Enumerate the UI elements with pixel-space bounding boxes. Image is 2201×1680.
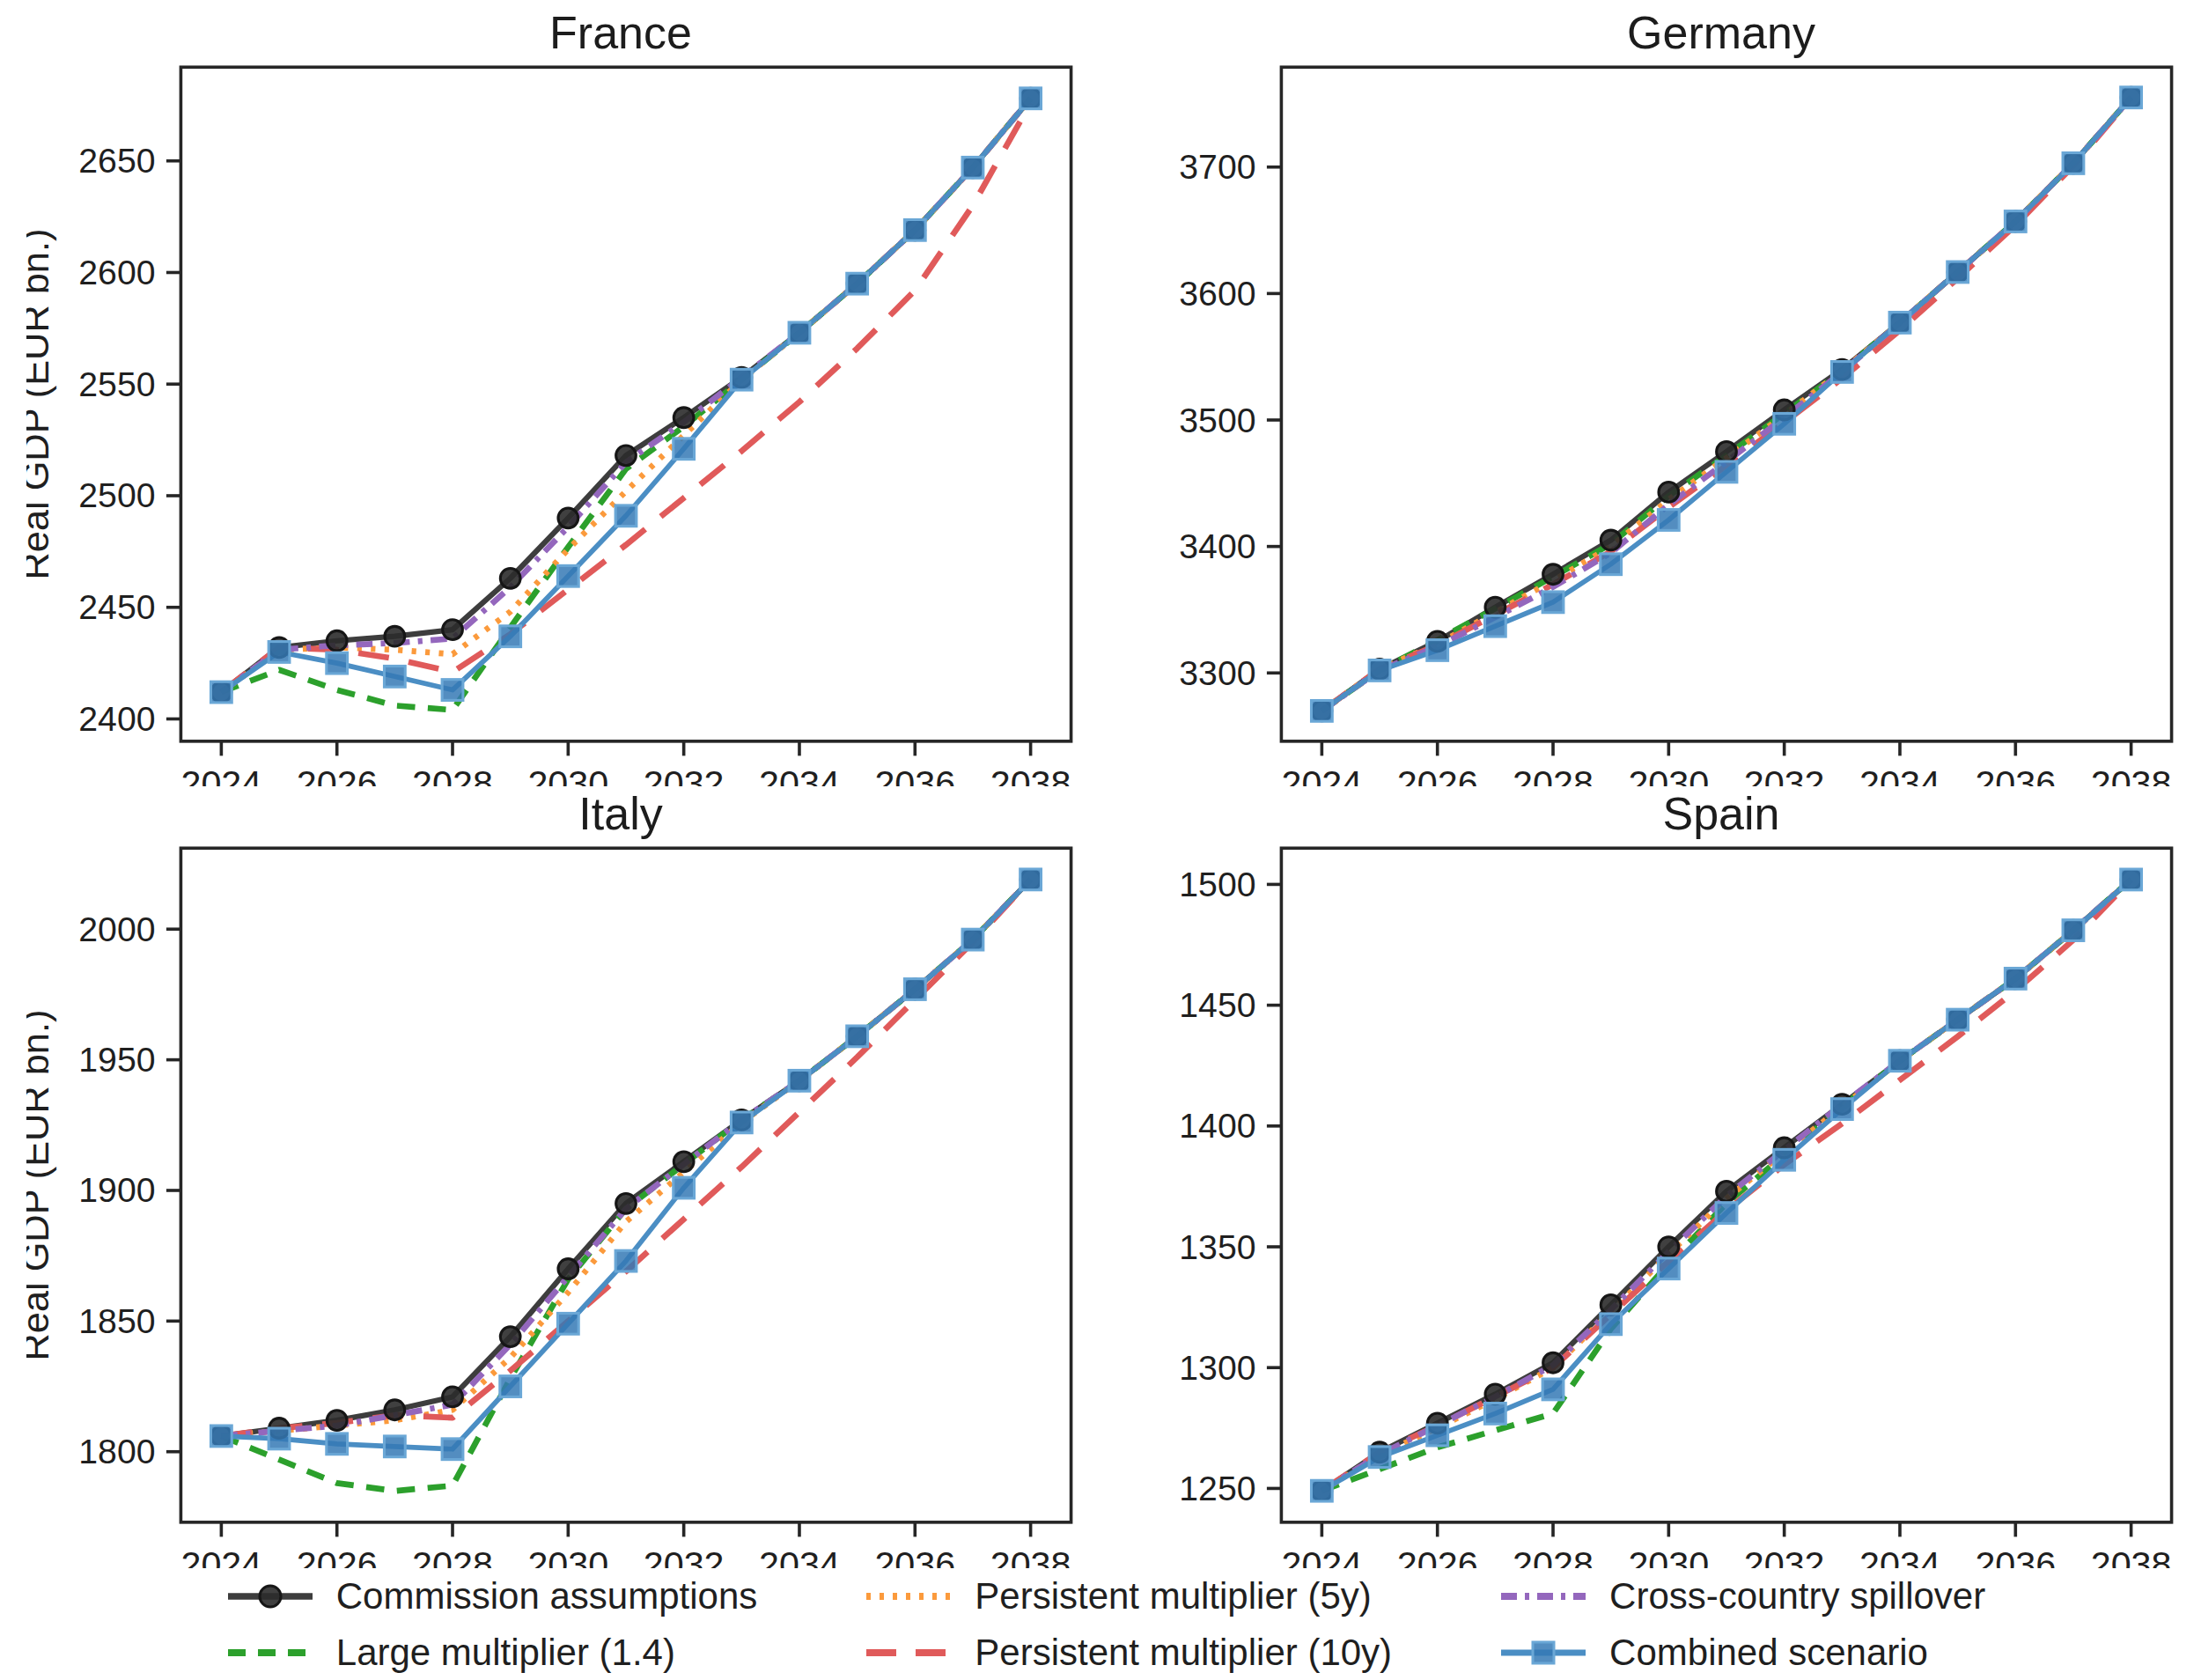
svg-text:2024: 2024: [180, 1544, 261, 1568]
panel-france: France 240024502500255026002650202420262…: [26, 5, 1083, 786]
panel-title-france: France: [26, 5, 1083, 60]
svg-text:2400: 2400: [78, 700, 155, 738]
svg-text:2030: 2030: [527, 763, 608, 787]
panel-spain: Spain 1250 1300 1350 1400 1450 1500 2024 2026 20…: [1127, 786, 2183, 1567]
svg-text:2038: 2038: [990, 763, 1071, 787]
legend-label-commission: Commission assumptions: [336, 1575, 758, 1617]
svg-text:1450: 1450: [1179, 987, 1255, 1025]
svg-text:2028: 2028: [412, 763, 493, 787]
svg-text:1500: 1500: [1179, 866, 1255, 903]
legend-swatch-commission-icon: [225, 1577, 317, 1616]
svg-text:2550: 2550: [78, 365, 155, 403]
svg-text:Real GDP (EUR bn.): Real GDP (EUR bn.): [26, 1010, 56, 1361]
svg-text:2000: 2000: [78, 910, 155, 948]
legend-item-persistent5: Persistent multiplier (5y): [863, 1575, 1392, 1617]
panel-title-germany: Germany: [1127, 5, 2183, 60]
legend-label-spillover: Cross-country spillover: [1609, 1575, 1985, 1617]
svg-text:3600: 3600: [1179, 275, 1255, 313]
svg-text:3400: 3400: [1179, 527, 1255, 565]
svg-text:2600: 2600: [78, 254, 155, 291]
legend-item-spillover: Cross-country spillover: [1498, 1575, 1985, 1617]
chart-germany: 3300 3400 3500 3600 3700 2024 2026 2028 2030 2032…: [1127, 60, 2183, 786]
svg-text:2028: 2028: [412, 1544, 493, 1568]
svg-text:1350: 1350: [1179, 1228, 1255, 1266]
legend-swatch-spillover-icon: [1498, 1577, 1590, 1616]
legend-item-persistent10: Persistent multiplier (10y): [863, 1632, 1392, 1674]
legend-item-commission: Commission assumptions: [225, 1575, 758, 1617]
svg-text:2036: 2036: [874, 1544, 955, 1568]
svg-text:1300: 1300: [1179, 1349, 1255, 1387]
svg-text:2030: 2030: [1628, 1544, 1709, 1568]
svg-text:2026: 2026: [297, 1544, 378, 1568]
legend-item-large: Large multiplier (1.4): [225, 1632, 758, 1674]
svg-text:2038: 2038: [990, 1544, 1071, 1568]
svg-text:2026: 2026: [1397, 763, 1478, 787]
svg-text:1950: 1950: [78, 1042, 155, 1079]
svg-text:2500: 2500: [78, 476, 155, 514]
svg-text:2032: 2032: [1744, 1544, 1825, 1568]
panel-italy: Italy 1800 1850 1900 1950 2000 2024 2026 2028 20…: [26, 786, 1083, 1567]
legend: Commission assumptions Persistent multip…: [26, 1575, 2183, 1674]
svg-text:2034: 2034: [1859, 1544, 1940, 1568]
svg-text:2024: 2024: [1281, 763, 1362, 787]
legend-swatch-persistent10-icon: [863, 1633, 955, 1672]
svg-text:2032: 2032: [644, 763, 725, 787]
svg-text:2038: 2038: [2091, 1544, 2172, 1568]
svg-text:3700: 3700: [1179, 148, 1255, 186]
svg-text:3500: 3500: [1179, 402, 1255, 439]
svg-text:2650: 2650: [78, 142, 155, 180]
chart-spain: 1250 1300 1350 1400 1450 1500 2024 2026 2028 2030…: [1127, 841, 2183, 1567]
legend-label-large: Large multiplier (1.4): [336, 1632, 675, 1674]
legend-label-persistent10: Persistent multiplier (10y): [975, 1632, 1392, 1674]
panel-germany: Germany 3300 3400 3500 3600 3700 2024 2026 2028…: [1127, 5, 2183, 786]
svg-text:1850: 1850: [78, 1302, 155, 1340]
panel-title-spain: Spain: [1127, 786, 2183, 841]
svg-text:2034: 2034: [759, 763, 840, 787]
chart-france: 2400 2450 2500 2550 2600 2650 2024 2026 2028 2030…: [26, 60, 1083, 786]
svg-text:2032: 2032: [644, 1544, 725, 1568]
svg-text:2028: 2028: [1513, 1544, 1594, 1568]
svg-text:3300: 3300: [1179, 654, 1255, 692]
svg-text:2024: 2024: [1281, 1544, 1362, 1568]
svg-text:2036: 2036: [1975, 1544, 2056, 1568]
legend-label-combined: Combined scenario: [1609, 1632, 1928, 1674]
legend-label-persistent5: Persistent multiplier (5y): [975, 1575, 1371, 1617]
svg-text:Real GDP (EUR bn.): Real GDP (EUR bn.): [26, 229, 56, 580]
legend-swatch-combined-icon: [1498, 1633, 1590, 1672]
svg-text:1250: 1250: [1179, 1470, 1255, 1507]
svg-text:2036: 2036: [1975, 763, 2056, 787]
svg-text:2450: 2450: [78, 588, 155, 626]
legend-swatch-persistent5-icon: [863, 1577, 955, 1616]
gdp-scenarios-figure: France 240024502500255026002650202420262…: [0, 0, 2201, 1674]
svg-text:2024: 2024: [180, 763, 261, 787]
svg-text:1900: 1900: [78, 1172, 155, 1210]
svg-text:2026: 2026: [297, 763, 378, 787]
legend-swatch-large-icon: [225, 1633, 317, 1672]
chart-italy: 1800 1850 1900 1950 2000 2024 2026 2028 2030 2032…: [26, 841, 1083, 1567]
svg-text:2028: 2028: [1513, 763, 1594, 787]
svg-text:1400: 1400: [1179, 1108, 1255, 1146]
legend-item-combined: Combined scenario: [1498, 1632, 1985, 1674]
svg-text:2038: 2038: [2091, 763, 2172, 787]
panel-title-italy: Italy: [26, 786, 1083, 841]
svg-text:2030: 2030: [527, 1544, 608, 1568]
svg-text:1800: 1800: [78, 1433, 155, 1471]
svg-text:2030: 2030: [1628, 763, 1709, 787]
svg-text:2034: 2034: [759, 1544, 840, 1568]
svg-text:2026: 2026: [1397, 1544, 1478, 1568]
svg-text:2034: 2034: [1859, 763, 1940, 787]
svg-text:2036: 2036: [874, 763, 955, 787]
svg-text:2032: 2032: [1744, 763, 1825, 787]
chart-grid: France 240024502500255026002650202420262…: [26, 5, 2183, 1568]
